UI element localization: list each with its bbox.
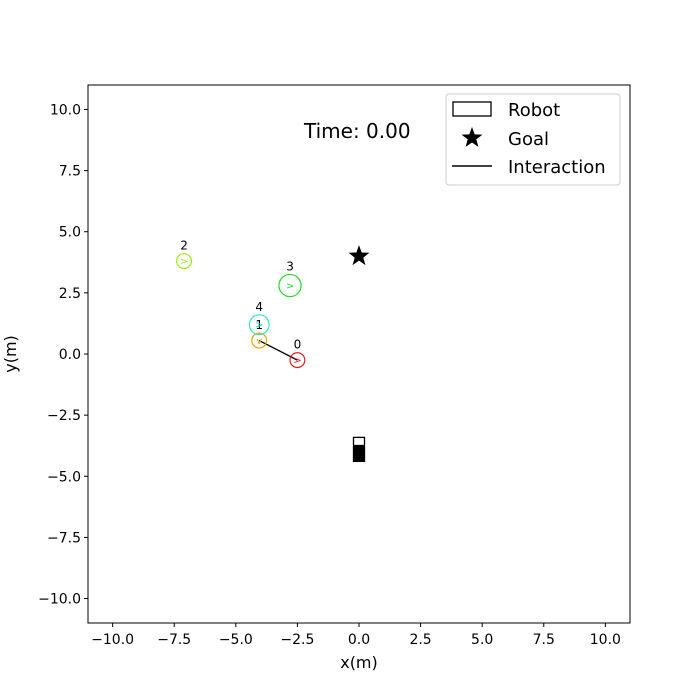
agent-heading-marker: > [180, 257, 188, 268]
agent-circle [289, 352, 306, 369]
agent-heading-marker: > [286, 281, 294, 292]
x-tick-label: 10.0 [590, 632, 621, 648]
legend-interaction-label: Interaction [508, 157, 606, 178]
y-axis-ticks: −10.0 −7.5 −5.0 −2.5 0.0 2.5 5.0 7.5 10.0 [38, 102, 88, 608]
agent-circle [248, 314, 270, 336]
agent-heading-marker: > [293, 356, 301, 367]
x-tick-label: −10.0 [91, 632, 134, 648]
y-tick-label: −7.5 [47, 530, 81, 546]
x-tick-label: −5.0 [219, 632, 253, 648]
y-tick-label: −5.0 [47, 469, 81, 485]
legend-robot-label: Robot [508, 100, 560, 121]
legend-goal-star-icon [461, 127, 483, 147]
legend-goal-label: Goal [508, 129, 549, 150]
agent-id-label: 0 [294, 338, 302, 352]
agent-circle [251, 332, 268, 349]
y-tick-label: 10.0 [50, 102, 81, 118]
y-tick-label: −2.5 [47, 408, 81, 424]
x-tick-label: −2.5 [280, 632, 314, 648]
agent-layer: >0v1>2>3>4 [176, 239, 306, 369]
legend-robot-swatch [452, 101, 492, 117]
legend: Robot Goal Interaction [445, 93, 621, 186]
time-label: Time: 0.00 [303, 119, 411, 143]
marker-layer [348, 245, 370, 463]
x-tick-label: 2.5 [409, 632, 431, 648]
y-tick-label: 0.0 [59, 347, 81, 363]
agent-circle [176, 253, 193, 270]
x-axis-label: x(m) [340, 653, 378, 672]
x-axis-ticks: −10.0 −7.5 −5.0 −2.5 0.0 2.5 5.0 7.5 10.0 [91, 623, 621, 648]
y-tick-label: 2.5 [59, 286, 81, 302]
goal-star [348, 245, 370, 266]
agent-id-label: 4 [255, 300, 263, 314]
x-tick-label: 5.0 [471, 632, 493, 648]
x-tick-label: 7.5 [533, 632, 555, 648]
legend-box [445, 93, 621, 186]
agent-id-label: 3 [286, 259, 294, 273]
y-tick-label: 7.5 [59, 164, 81, 180]
y-tick-label: −10.0 [38, 592, 81, 608]
y-axis-label: y(m) [1, 335, 20, 373]
y-tick-label: 5.0 [59, 225, 81, 241]
robot-fill [353, 444, 365, 462]
agent-id-label: 2 [180, 239, 188, 253]
x-tick-label: 0.0 [348, 632, 370, 648]
x-tick-label: −7.5 [157, 632, 191, 648]
agent-heading-marker: v [256, 336, 262, 347]
agent-heading-marker: > [255, 320, 263, 331]
agent-id-label: 1 [255, 318, 263, 332]
agent-circle [278, 273, 302, 298]
